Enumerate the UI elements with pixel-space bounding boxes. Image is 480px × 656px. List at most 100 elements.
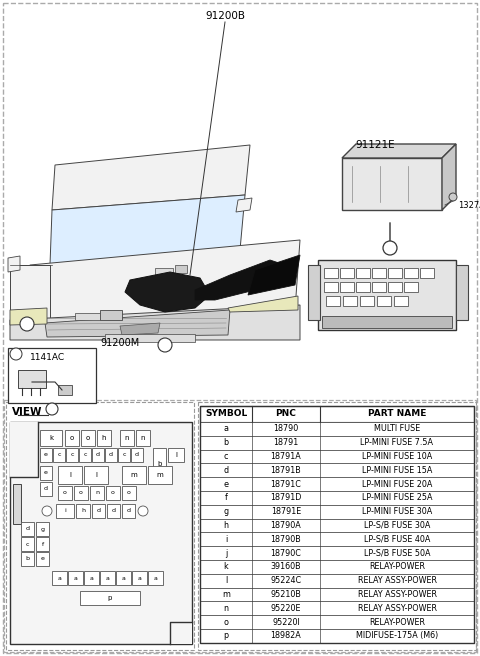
Text: g: g — [223, 507, 228, 516]
Text: b: b — [223, 438, 228, 447]
Bar — [58, 466, 82, 484]
Text: LP-S/B FUSE 50A: LP-S/B FUSE 50A — [364, 548, 430, 558]
Bar — [388, 268, 402, 278]
Text: LP-S/B FUSE 40A: LP-S/B FUSE 40A — [364, 535, 430, 544]
Bar — [90, 486, 104, 500]
Text: n: n — [95, 491, 99, 495]
Text: c: c — [83, 453, 87, 457]
Bar — [168, 448, 184, 462]
Text: RELAY-POWER: RELAY-POWER — [369, 617, 425, 626]
Bar — [4, 400, 476, 652]
Text: LP-MINI FUSE 20A: LP-MINI FUSE 20A — [362, 480, 432, 489]
Polygon shape — [120, 323, 160, 335]
Text: A: A — [49, 406, 55, 412]
Text: o: o — [111, 491, 115, 495]
Polygon shape — [125, 272, 210, 312]
Bar — [456, 265, 468, 320]
Text: VIEW: VIEW — [12, 407, 43, 417]
Bar — [21, 522, 34, 536]
Polygon shape — [45, 310, 230, 337]
Text: LP-MINI FUSE 7.5A: LP-MINI FUSE 7.5A — [360, 438, 433, 447]
Text: A: A — [387, 243, 393, 253]
Text: RELAY ASSY-POWER: RELAY ASSY-POWER — [358, 590, 436, 599]
Text: 18790A: 18790A — [271, 521, 301, 530]
Bar — [40, 466, 52, 480]
Text: f: f — [41, 541, 44, 546]
Text: LP-MINI FUSE 25A: LP-MINI FUSE 25A — [362, 493, 432, 502]
Text: 18791B: 18791B — [271, 466, 301, 475]
Bar — [322, 316, 452, 328]
Text: e: e — [44, 470, 48, 476]
Bar — [40, 448, 52, 462]
Bar — [92, 504, 105, 518]
Text: d: d — [96, 508, 100, 514]
Bar — [84, 571, 99, 585]
Bar — [40, 482, 52, 496]
Bar — [148, 466, 172, 484]
Bar — [132, 571, 147, 585]
Text: a: a — [121, 575, 125, 581]
Text: 95210B: 95210B — [271, 590, 301, 599]
Text: c: c — [26, 541, 29, 546]
Bar — [200, 406, 474, 643]
Polygon shape — [10, 308, 47, 325]
Bar — [105, 334, 195, 342]
Polygon shape — [195, 260, 285, 300]
Text: h: h — [224, 521, 228, 530]
Text: d: d — [223, 466, 228, 475]
Text: j: j — [225, 548, 227, 558]
Text: o: o — [127, 491, 131, 495]
Text: 1141AC: 1141AC — [30, 354, 65, 363]
Bar — [394, 296, 408, 306]
Bar — [36, 537, 49, 551]
Text: d: d — [44, 487, 48, 491]
Bar — [53, 448, 65, 462]
Text: 91121E: 91121E — [355, 140, 395, 150]
Bar — [198, 402, 476, 650]
Polygon shape — [50, 195, 245, 265]
Bar — [356, 282, 370, 292]
Bar — [120, 430, 134, 446]
Text: a: a — [154, 575, 157, 581]
Circle shape — [42, 506, 52, 516]
Text: e: e — [44, 453, 48, 457]
Text: 18791C: 18791C — [271, 480, 301, 489]
Text: b: b — [157, 461, 162, 466]
Bar — [377, 296, 391, 306]
Text: c: c — [122, 453, 126, 457]
Bar — [420, 268, 434, 278]
Bar — [122, 466, 146, 484]
Bar — [372, 282, 386, 292]
Bar — [308, 265, 320, 320]
Bar — [40, 430, 62, 446]
Text: i: i — [225, 535, 227, 544]
Text: n: n — [224, 604, 228, 613]
Bar — [153, 448, 166, 479]
Text: d: d — [109, 453, 113, 457]
Text: d: d — [111, 508, 116, 514]
Bar — [340, 282, 354, 292]
Text: RELAY ASSY-POWER: RELAY ASSY-POWER — [358, 604, 436, 613]
Bar — [56, 504, 74, 518]
Text: g: g — [40, 527, 45, 531]
Text: i: i — [64, 508, 66, 514]
Polygon shape — [442, 144, 456, 210]
Bar — [66, 448, 78, 462]
Bar — [200, 505, 474, 519]
Text: p: p — [223, 631, 228, 640]
Text: RELAY ASSY-POWER: RELAY ASSY-POWER — [358, 576, 436, 585]
Text: h: h — [81, 508, 85, 514]
Text: 18791D: 18791D — [270, 493, 302, 502]
Text: 95220E: 95220E — [271, 604, 301, 613]
Bar — [200, 560, 474, 574]
Bar — [200, 588, 474, 602]
Bar — [200, 449, 474, 463]
Text: 18791E: 18791E — [271, 507, 301, 516]
Text: o: o — [63, 491, 67, 495]
Polygon shape — [10, 265, 50, 330]
Text: 39160B: 39160B — [271, 562, 301, 571]
Bar — [84, 466, 108, 484]
Bar — [372, 268, 386, 278]
Bar — [116, 571, 131, 585]
Bar — [342, 158, 442, 210]
